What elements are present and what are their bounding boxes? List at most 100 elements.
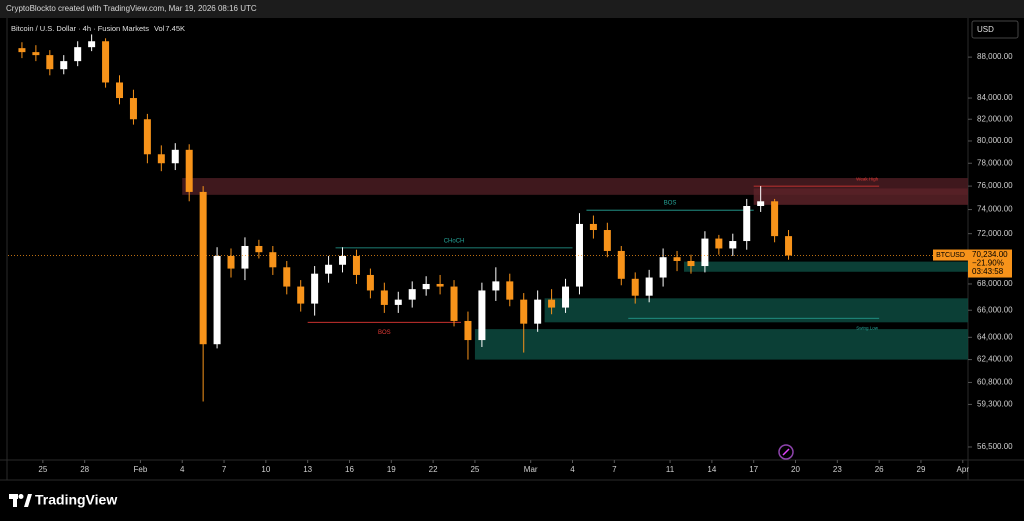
x-tick-label: 29 [917,465,926,474]
candle-body [366,274,374,291]
x-tick-label: 7 [612,465,617,474]
candle-body [241,245,249,269]
y-tick-label: 74,000.00 [977,205,1013,214]
creator-text: CryptoBlockto created with TradingView.c… [6,4,257,13]
y-tick-label: 56,500.00 [977,442,1013,451]
y-tick-label: 66,000.00 [977,305,1013,314]
candle-body [60,61,68,70]
volume-label: Vol [154,24,165,33]
candle-body [325,264,333,274]
x-tick-label: 25 [470,465,479,474]
y-tick-label: 64,000.00 [977,332,1013,341]
candle-body [129,98,137,120]
level-label: BOS [664,201,677,207]
candle-body [450,286,458,321]
level-label: Weak High [856,176,878,181]
candle-body [380,290,388,305]
currency-label: USD [977,25,994,34]
candle-body [534,299,542,324]
candle-body [631,278,639,296]
brand-text: TradingView [35,492,117,508]
replay-icon[interactable] [778,444,794,460]
x-tick-label: 25 [38,465,47,474]
candle-body [422,283,430,290]
y-tick-label: 82,000.00 [977,114,1013,123]
plot-area: CHoCH BOS BOS Swing Low Weak High [8,34,969,402]
x-tick-label: 10 [261,465,270,474]
candle-body [520,299,528,324]
candle-body [46,55,54,70]
candle-body [478,290,486,341]
y-tick-label: 76,000.00 [977,181,1013,190]
candle-body [771,201,779,237]
logo-shape [18,494,24,499]
x-tick-label: 28 [80,465,89,474]
x-tick-label: 20 [791,465,800,474]
candle-body [645,277,653,296]
x-tick-label: 4 [570,465,575,474]
candle-body [339,255,347,265]
x-tick-label: 22 [429,465,438,474]
candle-body [715,238,723,249]
change-label: −21.90% [972,259,1004,268]
y-tick-label: 78,000.00 [977,158,1013,167]
candle-body [255,245,263,253]
icon [782,448,790,456]
x-tick-label: 13 [303,465,312,474]
candle-body [408,289,416,300]
y-tick-label: 80,000.00 [977,136,1013,145]
price-box [968,249,1012,278]
candle-body [701,238,709,267]
icon[interactable] [778,444,794,460]
currency-button[interactable] [971,20,1019,39]
candle-body [171,149,179,164]
candle-body [311,273,319,304]
candle-body [88,41,96,48]
x-tick-label: 23 [833,465,842,474]
candle-body [436,283,444,287]
candle-body [283,267,291,287]
x-tick-label: 7 [222,465,227,474]
y-tick-label: 62,400.00 [977,355,1013,364]
x-tick-label: 19 [387,465,396,474]
brand-logo: TradingView [9,492,117,508]
level-label: CHoCH [444,238,465,244]
countdown-label: 03:43:58 [972,267,1004,276]
y-tick-label: 59,300.00 [977,400,1013,409]
candle-body [18,48,26,53]
candle-body [562,286,570,308]
candle-body [575,223,583,287]
candle-body [143,119,151,155]
candle-body [729,241,737,249]
candle-body [603,230,611,251]
zone [684,261,968,272]
candle-body [157,154,165,164]
candle-body [757,201,765,207]
candle-body [548,299,556,308]
candle-body [199,191,207,345]
candle-body [394,299,402,305]
candle-body [74,47,82,62]
x-tick-label: 26 [875,465,884,474]
x-tick-label: Apr [957,465,970,474]
level-label: BOS [378,330,391,336]
x-tick-label: Feb [134,465,148,474]
candle-body [617,250,625,279]
candle-body [464,320,472,341]
zone [544,298,968,323]
candle-body [269,252,277,268]
volume-value: 7.45K [165,24,185,33]
y-tick-label: 60,800.00 [977,378,1013,387]
zone [474,329,968,360]
candle-body [102,41,110,83]
x-tick-label: 11 [666,465,675,474]
symbol-label: BTCUSD [936,252,965,259]
header-legend: Bitcoin / U.S. Dollar · 4h · Fusion Mark… [11,24,185,33]
candle-body [673,257,681,261]
candle-body [32,52,40,56]
candle-body [492,281,500,291]
x-tick-label: Mar [524,465,538,474]
x-tick-label: 17 [749,465,758,474]
y-tick-label: 72,000.00 [977,229,1013,238]
